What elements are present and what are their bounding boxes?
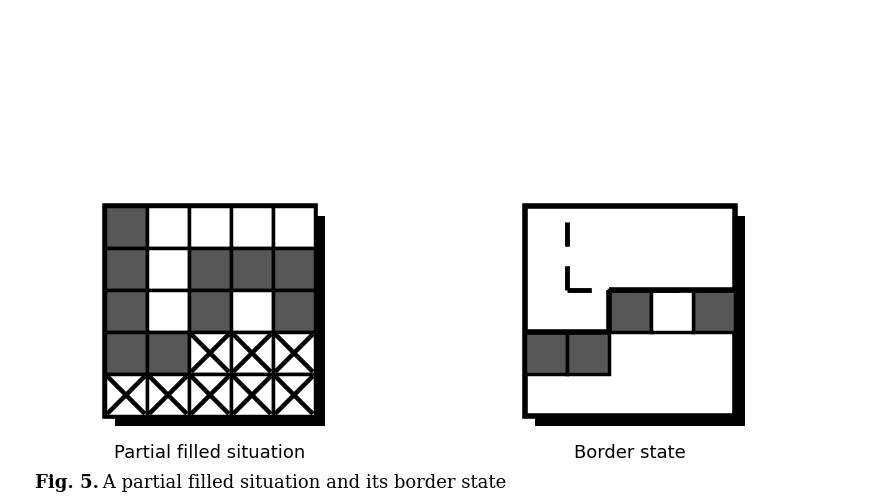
Bar xyxy=(147,206,189,248)
Bar xyxy=(231,374,273,416)
Text: Border state: Border state xyxy=(574,444,686,462)
Bar xyxy=(189,332,231,374)
Bar xyxy=(231,248,273,290)
Text: Partial filled situation: Partial filled situation xyxy=(114,444,305,462)
Bar xyxy=(273,206,315,248)
Bar xyxy=(105,290,147,332)
Text: A partial filled situation and its border state: A partial filled situation and its borde… xyxy=(97,474,507,492)
Bar xyxy=(525,332,567,374)
Bar xyxy=(147,290,189,332)
Bar xyxy=(115,216,325,426)
Bar xyxy=(231,206,273,248)
Bar xyxy=(147,374,189,416)
Bar xyxy=(609,290,651,332)
Bar xyxy=(231,290,273,332)
Bar xyxy=(525,206,735,416)
Bar xyxy=(273,290,315,332)
Bar xyxy=(651,290,693,332)
Bar xyxy=(535,216,745,426)
Bar xyxy=(189,206,231,248)
Bar xyxy=(105,206,315,416)
Bar xyxy=(231,332,273,374)
Bar xyxy=(147,332,189,374)
Bar xyxy=(105,248,147,290)
Bar xyxy=(567,332,609,374)
Bar xyxy=(105,206,147,248)
Bar xyxy=(189,248,231,290)
Bar xyxy=(147,248,189,290)
Text: Fig. 5.: Fig. 5. xyxy=(35,474,99,492)
Bar xyxy=(189,290,231,332)
Bar xyxy=(189,374,231,416)
Bar xyxy=(105,332,147,374)
Bar xyxy=(273,374,315,416)
Bar xyxy=(105,374,147,416)
Bar xyxy=(273,332,315,374)
Bar xyxy=(693,290,735,332)
Bar xyxy=(273,248,315,290)
